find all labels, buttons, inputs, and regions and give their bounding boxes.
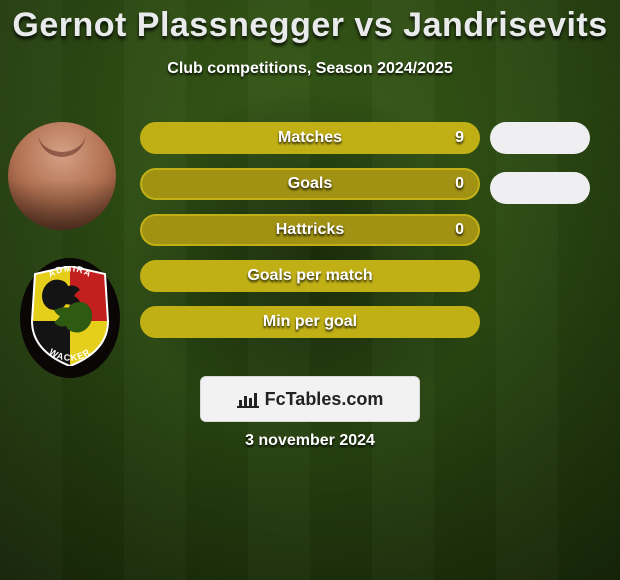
fctables-badge: FcTables.com — [200, 376, 420, 422]
stat-row: Min per goal — [140, 306, 480, 338]
stat-label: Goals — [142, 168, 478, 200]
player-avatar-left — [8, 122, 116, 230]
stat-label: Goals per match — [142, 260, 478, 292]
bar-chart-icon — [237, 390, 259, 408]
stat-row: Goals0 — [140, 168, 480, 200]
snapshot-date: 3 november 2024 — [0, 432, 620, 450]
stats-column: Matches9Goals0Hattricks0Goals per matchM… — [140, 122, 480, 352]
stat-label: Min per goal — [142, 306, 478, 338]
page-root: Gernot Plassnegger vs Jandrisevits Club … — [0, 0, 620, 580]
stat-value: 0 — [455, 214, 464, 246]
opponent-stat-pill — [490, 172, 590, 204]
stat-label: Matches — [142, 122, 478, 154]
stat-label: Hattricks — [142, 214, 478, 246]
page-subtitle: Club competitions, Season 2024/2025 — [0, 60, 620, 78]
stat-row: Matches9 — [140, 122, 480, 154]
stat-row: Hattricks0 — [140, 214, 480, 246]
stat-value: 0 — [455, 168, 464, 200]
stat-value: 9 — [455, 122, 464, 154]
fctables-label: FcTables.com — [265, 389, 384, 410]
opponent-stat-pill — [490, 122, 590, 154]
page-title: Gernot Plassnegger vs Jandrisevits — [0, 0, 620, 50]
stat-row: Goals per match — [140, 260, 480, 292]
club-crest: ADMIRA WACKER — [20, 258, 120, 378]
club-crest-svg: ADMIRA WACKER — [30, 266, 110, 366]
